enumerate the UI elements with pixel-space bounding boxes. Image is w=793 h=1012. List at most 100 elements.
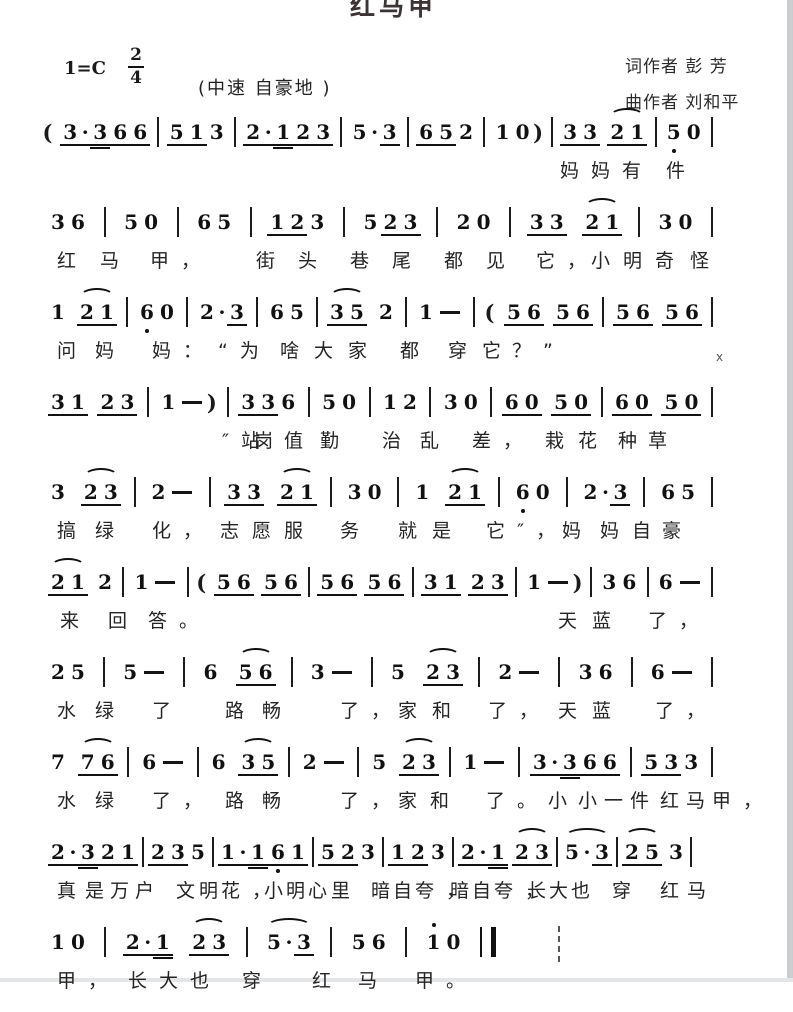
lyric-syllable: 家 [398,790,430,812]
note-group: 6 [656,570,704,594]
note: 6 [501,390,522,416]
lyric-syllable: 回 [108,610,140,632]
note-group [176,207,179,237]
note-group [710,567,713,597]
note-group [126,297,128,327]
note: 6 [142,750,157,774]
note: 0 [342,390,357,414]
lyric-syllable: 绿 [95,700,127,722]
note: 0 [571,390,592,416]
note: 2 [423,660,444,686]
lyric-syllable: 户 [135,880,167,902]
lyrics-row: 甲， 长大也穿 红马 甲。 [0,966,793,992]
time-signature-denominator: 4 [130,68,142,88]
note: 6 [371,930,386,954]
note-group [307,387,310,417]
note: 3 [420,570,441,596]
note: 0 [678,210,693,234]
note: 2 [445,480,466,506]
note-group [497,477,500,507]
music-line: 3 1 2 3 1) 3 3 6 5 0 1 2 3 0 6 0 5 0 6 0 5 0 ″站岗值勤治乱差，栽花种草 [0,382,793,472]
note: 5 [322,390,337,414]
note: 2 [456,210,471,234]
lyric-syllable: 甲， [150,250,213,272]
lyric-syllable: 穿 [448,340,480,362]
note: 3 [669,840,683,864]
note: 0 [367,480,382,504]
note: 2 [276,480,297,506]
lyric-syllable: 里 [331,880,363,902]
note: 5 [124,210,139,234]
note: 1 [161,390,176,414]
lyric-syllable: 奇 [655,250,687,272]
note: 6 [650,660,665,684]
lyric-syllable: 服 [284,520,316,542]
note: 1 [97,300,117,326]
note: 3 [661,750,682,776]
barline [483,117,486,147]
lyric-syllable: 天 [558,700,590,722]
note-group [186,297,188,327]
barline [405,297,407,327]
dash-extension [182,401,203,404]
note-group [452,837,454,867]
note-group [133,477,136,507]
barline [654,117,657,147]
music-line: 1 0 2 · 1 2 3 5 · 3 5 6 1 0 甲， 长大也穿红马甲。 [0,918,793,1012]
note-group [249,207,252,237]
barline [226,387,229,417]
lyric-syllable: 街 [256,250,288,272]
lyric-syllable: 了， [152,790,215,812]
note-group [473,297,475,327]
note-group: 2 [376,300,396,324]
note: 6 [71,210,85,234]
lyric-syllable: 路 [225,790,257,812]
lyric-syllable: 明 [199,880,231,902]
slur-arc [80,738,115,754]
note: 3 [658,210,673,234]
lyric-syllable: 暗 [371,880,403,902]
note-group: 3 [48,480,68,504]
note: 0 [160,300,174,324]
lyric-syllable: 了 [152,700,184,722]
note: 6 [598,660,613,684]
barline [411,567,414,597]
music-line: 1 2 1 6 0 2 · 3 6 5 3 5 2 1(5 6 5 6 5 6 5 6 问妈妈： “为啥大家都穿它？” [0,288,793,382]
barline [316,297,318,327]
dash-extension [484,761,505,764]
note: 5 [347,300,367,326]
lyric-syllable: 小 [591,250,623,272]
note: 0 [515,120,530,144]
slur-arc [610,108,645,124]
lyric-syllable: 草 [648,430,680,452]
note: 2 [243,120,264,146]
augmentation-dot: · [601,480,609,504]
note-group [590,567,593,597]
note: 6 [384,570,405,596]
note-group [368,387,371,417]
note-group [357,747,360,777]
note: 1 [218,840,238,866]
note: 6 [268,840,288,866]
note: 1 [415,480,430,504]
note-group [711,297,713,327]
lyric-syllable: ？” [512,340,565,362]
slur-arc [51,558,85,574]
lyrics-row: 搞绿化，志愿服务就是它″，妈妈自豪 [0,516,793,542]
lyric-syllable: 务 [340,520,372,542]
note-group [196,747,199,777]
lyric-syllable: 和 [430,790,462,812]
lyric-syllable: 小 [264,880,296,902]
